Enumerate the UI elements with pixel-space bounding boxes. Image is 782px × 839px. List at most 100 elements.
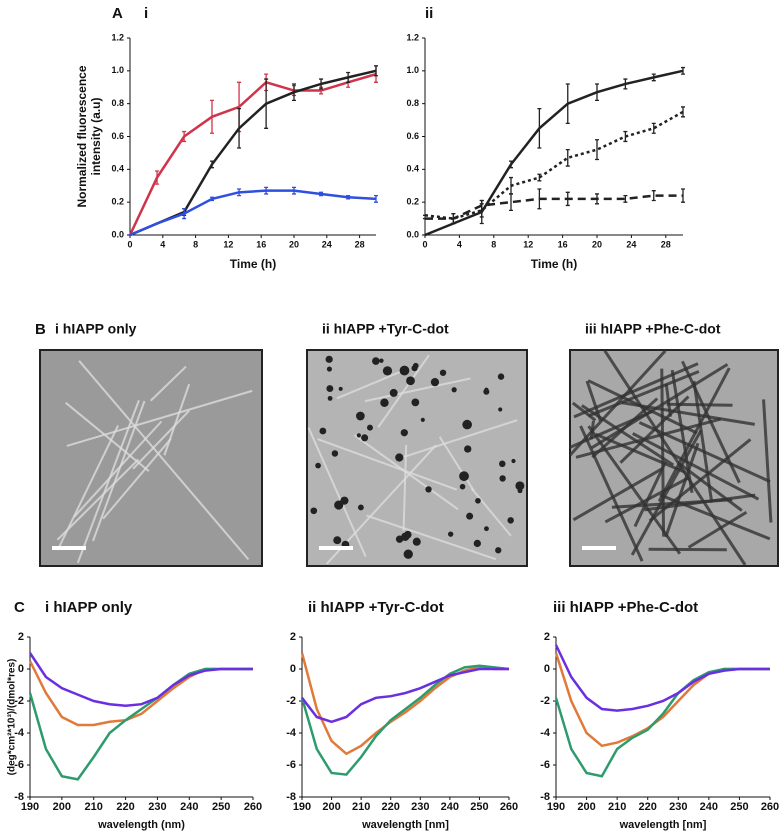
y-tick-label: -4 xyxy=(540,727,551,739)
fibril xyxy=(132,409,190,470)
fibril xyxy=(664,442,700,538)
y-tick-label: -2 xyxy=(14,695,24,707)
fibril xyxy=(571,401,597,422)
x-axis-label: wavelength (nm) xyxy=(97,819,185,831)
fibril xyxy=(585,380,603,422)
x-tick-label: 12 xyxy=(223,239,233,249)
error-bar xyxy=(681,188,685,203)
error-bar xyxy=(210,99,214,134)
dot xyxy=(451,387,457,393)
dot xyxy=(334,500,344,510)
x-tick-label: 230 xyxy=(669,801,687,813)
error-bar xyxy=(681,106,685,118)
dot xyxy=(507,517,514,524)
fibril xyxy=(66,389,253,447)
error-bar xyxy=(182,208,187,220)
dot xyxy=(372,357,380,365)
fibril xyxy=(317,438,458,491)
fibril xyxy=(692,380,714,503)
error-bar xyxy=(346,194,351,200)
fibril xyxy=(364,377,471,403)
error-bar xyxy=(565,148,570,167)
x-tick-label: 190 xyxy=(21,801,39,813)
chart-title: ii hIAPP +Tyr-C-dot xyxy=(308,599,444,616)
x-tick-label: 210 xyxy=(352,801,370,813)
fibril xyxy=(579,425,644,562)
y-tick-label: 0 xyxy=(18,663,24,675)
x-axis-label: Time (h) xyxy=(230,257,276,271)
dot xyxy=(511,458,516,464)
x-tick-label: 8 xyxy=(193,239,198,249)
error-bar xyxy=(374,65,378,77)
fibril xyxy=(580,404,675,467)
x-tick-label: 190 xyxy=(293,801,311,813)
dot xyxy=(319,427,327,435)
y-tick-label: -8 xyxy=(286,791,296,803)
dot xyxy=(310,507,318,515)
panel-label: A xyxy=(112,5,123,22)
error-bar xyxy=(155,170,160,185)
y-tick-label: 0 xyxy=(290,663,296,675)
fibril xyxy=(687,510,748,549)
y-axis-label: (deg*cm²*10³)/(dmol*res) xyxy=(7,659,18,776)
dot xyxy=(462,419,472,430)
error-bar xyxy=(264,78,269,129)
error-bar xyxy=(374,194,378,203)
dot xyxy=(439,369,447,376)
x-tick-label: 28 xyxy=(661,239,671,249)
series-line xyxy=(128,72,377,236)
y-tick-label: 0.0 xyxy=(406,229,419,239)
x-tick-label: 250 xyxy=(470,801,488,813)
x-axis-label: wavelength [nm] xyxy=(361,819,449,831)
dot xyxy=(380,398,389,407)
y-tick-label: 0.8 xyxy=(406,98,419,108)
dot xyxy=(395,453,404,462)
y-tick-label: 0.6 xyxy=(406,131,419,141)
dot xyxy=(459,471,469,482)
fibril xyxy=(149,365,187,402)
error-bar xyxy=(537,107,542,149)
fibril xyxy=(92,400,146,542)
fibril xyxy=(648,438,752,522)
dot xyxy=(379,358,384,363)
y-tick-label: 0.6 xyxy=(111,131,124,141)
y-tick-label: 0.2 xyxy=(111,197,124,207)
x-tick-label: 4 xyxy=(457,239,462,249)
y-tick-label: 0 xyxy=(544,663,550,675)
series-line xyxy=(300,652,509,756)
dot xyxy=(361,434,369,442)
fibril xyxy=(403,419,518,459)
dot xyxy=(395,535,404,543)
tem-image xyxy=(39,349,263,567)
error-bar xyxy=(509,160,513,169)
dot xyxy=(338,386,343,391)
series-line xyxy=(424,110,684,220)
error-bar xyxy=(565,191,570,207)
dot xyxy=(406,376,415,386)
dot xyxy=(430,378,440,387)
dot xyxy=(333,536,342,545)
dot xyxy=(515,481,525,491)
chart-title: ii xyxy=(425,5,433,22)
x-tick-label: 16 xyxy=(558,239,568,249)
error-bar xyxy=(537,188,542,210)
x-tick-label: 210 xyxy=(608,801,626,813)
fibril xyxy=(163,383,191,456)
y-tick-label: 1.0 xyxy=(111,65,124,75)
x-tick-label: 12 xyxy=(523,239,533,249)
error-bar xyxy=(292,83,296,102)
fibril xyxy=(102,438,172,520)
dot xyxy=(447,531,454,537)
error-bar xyxy=(210,160,214,169)
error-bar xyxy=(237,107,242,149)
dot xyxy=(475,497,481,504)
error-bar xyxy=(319,78,324,90)
fibril xyxy=(621,401,756,426)
error-bar xyxy=(319,191,324,197)
x-tick-label: 220 xyxy=(382,801,400,813)
fibril xyxy=(438,436,475,492)
image-title: i hIAPP only xyxy=(55,321,137,337)
x-tick-label: 0 xyxy=(422,239,427,249)
x-tick-label: 24 xyxy=(322,239,332,249)
